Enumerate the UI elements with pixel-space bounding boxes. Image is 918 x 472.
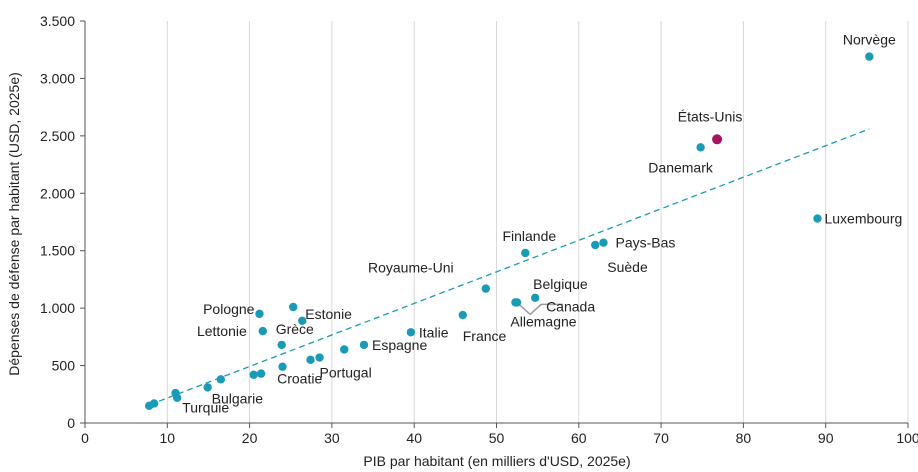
data-point-espagne	[359, 340, 369, 350]
data-point-croatie	[256, 369, 266, 378]
point-label: Luxembourg	[824, 211, 902, 227]
x-tick-label: 90	[818, 430, 834, 446]
data-points	[144, 52, 874, 410]
data-point-italie	[406, 328, 416, 337]
y-tick-label: 0	[67, 415, 75, 431]
x-tick-label: 70	[653, 430, 669, 446]
x-tick-label: 10	[160, 430, 176, 446]
x-tick-label: 100	[896, 430, 918, 446]
point-label: Pologne	[203, 301, 255, 317]
y-tick-label: 1.000	[40, 300, 75, 316]
leader-lines	[518, 303, 564, 316]
x-axis-title: PIB par habitant (en milliers d'USD, 202…	[363, 453, 630, 469]
y-tick-label: 2.000	[40, 185, 75, 201]
point-label: Pays-Bas	[615, 235, 675, 251]
point-label: Allemagne	[510, 313, 576, 329]
y-tick-label: 1.500	[40, 243, 75, 259]
x-tick-label: 20	[242, 430, 258, 446]
point-label: Turquie	[182, 400, 229, 416]
x-tick-label: 80	[736, 430, 752, 446]
y-axis-title: Dépenses de défense par habitant (USD, 2…	[6, 72, 22, 376]
x-tick-label: 0	[81, 430, 89, 446]
data-point-lettonie	[258, 326, 267, 336]
point-label: Espagne	[372, 337, 427, 353]
canada-leader-line	[518, 303, 564, 316]
data-point	[278, 362, 287, 371]
point-labels: Norvège États-Unis Danemark Luxembourg Finla…	[182, 32, 902, 416]
x-tick-label: 30	[324, 430, 340, 446]
data-point-estonie	[298, 316, 307, 325]
point-label: Finlande	[502, 228, 556, 244]
point-label: Croatie	[277, 371, 322, 387]
data-point-états-unis	[712, 134, 723, 145]
data-point-danemark	[696, 143, 705, 152]
x-tick-label: 50	[489, 430, 505, 446]
data-point-belgique	[530, 293, 540, 303]
data-point-pologne	[255, 309, 264, 319]
gridlines	[166, 21, 909, 423]
y-tick-label: 2.500	[40, 128, 75, 144]
trendline-group	[158, 128, 870, 402]
x-tick-label: 60	[571, 430, 587, 446]
data-point-royaume-uni	[481, 284, 491, 293]
data-point-pays-bas	[599, 238, 608, 247]
point-label: Royaume-Uni	[368, 260, 454, 276]
data-point-suède	[591, 240, 600, 250]
point-label: États-Unis	[678, 108, 743, 124]
data-point-grèce	[277, 340, 286, 350]
point-label: Canada	[546, 298, 595, 314]
point-label: Estonie	[305, 306, 352, 322]
point-label: Portugal	[320, 365, 372, 381]
data-point	[340, 345, 349, 354]
data-point	[249, 370, 258, 379]
point-label: France	[463, 328, 507, 344]
point-label: Grèce	[276, 321, 314, 337]
point-label: Suède	[607, 259, 648, 275]
point-label: Danemark	[648, 159, 714, 175]
data-point-france	[458, 310, 467, 320]
data-point-portugal	[315, 353, 324, 362]
point-label: Lettonie	[197, 323, 247, 339]
point-label: Norvège	[843, 32, 896, 48]
axes: 0 10 20 30 40 50 60 70 80 90 100 0 500 1.000 1.500 2.00…	[40, 13, 918, 446]
data-point	[306, 355, 315, 365]
data-point-turquie	[172, 393, 182, 402]
data-point-norvège	[865, 52, 874, 61]
trendline	[158, 128, 870, 402]
x-tick-label: 40	[406, 430, 422, 446]
point-label: Italie	[419, 324, 449, 340]
y-tick-label: 3.000	[40, 70, 75, 86]
data-point	[289, 302, 298, 312]
data-point-allemagne	[511, 298, 520, 307]
data-point-luxembourg	[813, 214, 822, 223]
data-point	[216, 375, 225, 384]
data-point-finlande	[521, 248, 530, 258]
point-label: Belgique	[533, 276, 588, 292]
data-point	[144, 401, 154, 410]
y-tick-label: 3.500	[40, 13, 75, 29]
data-point-bulgarie	[203, 383, 212, 392]
point-label: Bulgarie	[212, 390, 264, 406]
y-tick-label: 500	[52, 358, 76, 374]
